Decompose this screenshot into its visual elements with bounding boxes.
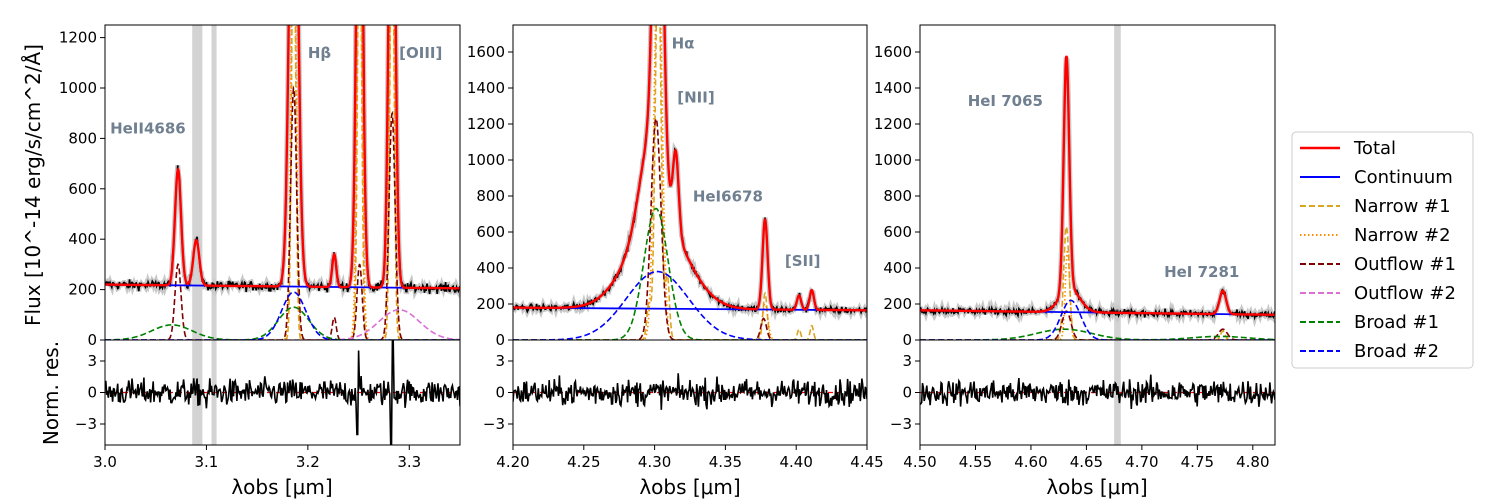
line-label-h-: Hα	[672, 34, 695, 52]
legend-frame	[1291, 131, 1474, 369]
x-tick-label: 4.60	[1014, 453, 1047, 471]
y-tick-label: 1200	[874, 115, 912, 133]
residual-y-tick-label: 3	[902, 352, 912, 370]
legend-label-continuum: Continuum	[1354, 167, 1453, 188]
component-broad-1	[105, 306, 460, 340]
y-tick-label: 400	[883, 259, 912, 277]
line-label--sii-: [SII]	[785, 252, 821, 270]
line-label-hei-7281: HeI 7281	[1164, 263, 1239, 281]
x-tick-label: 4.55	[959, 453, 992, 471]
x-tick-label: 4.25	[567, 453, 600, 471]
y-tick-label: 600	[68, 180, 97, 198]
x-tick-label: 4.80	[1236, 453, 1269, 471]
x-axis-title-1: λobs [μm]	[231, 475, 332, 499]
y-axis-title-residual: Norm. res.	[39, 341, 63, 445]
x-tick-label: 3.1	[194, 453, 218, 471]
x-tick-label: 4.65	[1070, 453, 1103, 471]
legend-label-narrow-1: Narrow #1	[1354, 196, 1451, 217]
residual-y-tick-label: −3	[483, 415, 505, 433]
masked-region-top	[211, 25, 217, 340]
legend: Total Continuum Narrow #1 Narrow #2 Outflow …	[1291, 131, 1474, 369]
total-model	[513, 25, 867, 312]
residual-y-tick-label: 0	[495, 384, 505, 402]
masked-region-top	[1114, 25, 1121, 340]
y-tick-label: 800	[476, 187, 505, 205]
legend-label-broad-2: Broad #2	[1354, 341, 1439, 362]
component-broad-2	[920, 299, 1275, 340]
y-tick-label: 800	[883, 187, 912, 205]
panels-layer: HeII4686 Hβ [OIII] 0 200 400 600 800 1000 1200 −3 0…	[59, 24, 1276, 471]
x-tick-label: 4.20	[496, 453, 529, 471]
x-tick-label: 4.50	[903, 453, 936, 471]
y-tick-label: 200	[476, 295, 505, 313]
y-axis-title-flux: Flux [10^-14 erg/s/cm^2/Å]	[21, 44, 45, 326]
residual-y-tick-label: 3	[87, 352, 97, 370]
y-tick-label: 1600	[467, 43, 505, 61]
line-label--nii-: [NII]	[677, 88, 714, 106]
x-tick-label: 4.30	[638, 453, 671, 471]
legend-label-outflow-2: Outflow #2	[1354, 283, 1456, 304]
y-tick-label: 600	[476, 223, 505, 241]
legend-label-narrow-2: Narrow #2	[1354, 225, 1451, 246]
y-tick-label: 600	[883, 223, 912, 241]
x-tick-label: 3.2	[296, 453, 320, 471]
component-broad-2	[513, 270, 867, 340]
residual-spectrum	[920, 374, 1275, 410]
y-tick-label: 400	[476, 259, 505, 277]
residual-y-tick-label: 3	[495, 352, 505, 370]
residual-y-tick-label: 0	[902, 384, 912, 402]
line-label-hei-7065: HeI 7065	[968, 92, 1043, 110]
legend-label-broad-1: Broad #1	[1354, 312, 1439, 333]
y-tick-label: 1000	[59, 79, 97, 97]
residual-spectrum	[105, 340, 460, 445]
y-tick-label: 0	[87, 331, 97, 349]
y-tick-label: 1400	[467, 79, 505, 97]
panel-3: HeI 7065 HeI 7281 0 200 400 600 800 1000 1200 140…	[874, 24, 1276, 471]
x-tick-label: 4.40	[779, 453, 812, 471]
legend-label-outflow-1: Outflow #1	[1354, 254, 1456, 275]
total-model	[920, 55, 1275, 316]
x-tick-label: 4.35	[709, 453, 742, 471]
x-tick-label: 4.70	[1125, 453, 1158, 471]
x-tick-label: 4.45	[850, 453, 883, 471]
line-label--oiii-: [OIII]	[399, 44, 442, 62]
residual-y-tick-label: 0	[87, 384, 97, 402]
line-label-heii4686: HeII4686	[110, 119, 186, 137]
y-tick-label: 200	[883, 295, 912, 313]
y-tick-label: 1000	[467, 151, 505, 169]
residual-y-tick-label: −3	[75, 415, 97, 433]
residual-spectrum	[513, 373, 867, 410]
panel-1: HeII4686 Hβ [OIII] 0 200 400 600 800 1000 1200 −3 0…	[59, 24, 461, 471]
masked-region-top	[192, 25, 203, 340]
x-axis-title-3: λobs [μm]	[1046, 475, 1147, 499]
component-narrow-1	[920, 224, 1275, 340]
y-tick-label: 400	[68, 230, 97, 248]
component-broad-2	[105, 291, 460, 340]
y-tick-label: 0	[902, 331, 912, 349]
x-tick-label: 3.3	[397, 453, 421, 471]
total-model	[105, 25, 460, 290]
y-tick-label: 1600	[874, 43, 912, 61]
y-tick-label: 200	[68, 281, 97, 299]
x-axis-title-2: λobs [μm]	[639, 475, 740, 499]
legend-label-total: Total	[1353, 138, 1396, 159]
residual-y-tick-label: −3	[890, 415, 912, 433]
line-label-h-: Hβ	[308, 44, 332, 62]
panel-2: Hα [NII] HeI6678 [SII] 0 200 400 600 800 1000 1200…	[467, 24, 884, 471]
line-label-hei6678: HeI6678	[693, 187, 763, 205]
y-tick-label: 0	[495, 331, 505, 349]
y-tick-label: 1200	[467, 115, 505, 133]
component-broad-1	[513, 207, 867, 340]
y-tick-label: 1400	[874, 79, 912, 97]
y-tick-label: 1200	[59, 29, 97, 47]
x-tick-label: 4.75	[1181, 453, 1214, 471]
component-narrow-1	[513, 25, 867, 340]
y-tick-label: 800	[68, 129, 97, 147]
x-tick-label: 3.0	[93, 453, 117, 471]
y-tick-label: 1000	[874, 151, 912, 169]
